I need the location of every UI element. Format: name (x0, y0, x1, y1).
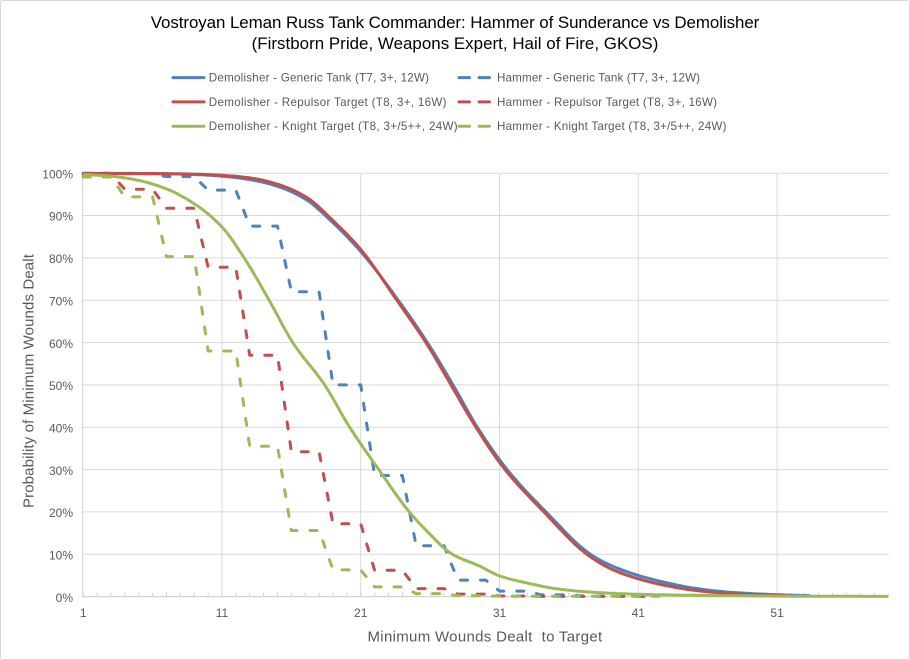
svg-text:30%: 30% (49, 464, 73, 478)
svg-text:Probability of Minimum Wounds: Probability of Minimum Wounds Dealt (21, 253, 38, 508)
svg-text:31: 31 (493, 606, 507, 620)
svg-text:40%: 40% (49, 421, 73, 435)
svg-text:50%: 50% (49, 379, 73, 393)
svg-text:Vostroyan Leman Russ Tank Comm: Vostroyan Leman Russ Tank Commander: Ham… (151, 13, 760, 32)
svg-text:70%: 70% (49, 294, 73, 308)
svg-text:Minimum Wounds Dealt to Targe: Minimum Wounds Dealt to Target (368, 629, 604, 646)
svg-text:90%: 90% (49, 210, 73, 224)
svg-text:10%: 10% (49, 549, 73, 563)
svg-text:80%: 80% (49, 252, 73, 266)
svg-text:20%: 20% (49, 506, 73, 520)
svg-text:100%: 100% (42, 167, 73, 181)
svg-text:11: 11 (216, 606, 229, 620)
svg-text:Demolisher - Generic Tank (T7,: Demolisher - Generic Tank (T7, 3+, 12W) (209, 72, 429, 85)
svg-text:1: 1 (80, 606, 87, 620)
svg-text:(Firstborn Pride, Weapons Expe: (Firstborn Pride, Weapons Expert, Hail o… (252, 34, 659, 53)
svg-text:Hammer - Knight Target (T8, 3+: Hammer - Knight Target (T8, 3+/5++, 24W) (497, 120, 727, 133)
svg-text:0%: 0% (56, 591, 74, 605)
svg-text:51: 51 (770, 606, 784, 620)
svg-text:Hammer - Generic Tank (T7, 3+,: Hammer - Generic Tank (T7, 3+, 12W) (497, 72, 700, 85)
svg-text:41: 41 (632, 606, 646, 620)
svg-text:Demolisher - Knight Target (T8: Demolisher - Knight Target (T8, 3+/5++, … (209, 120, 458, 133)
svg-text:60%: 60% (49, 337, 73, 351)
svg-text:21: 21 (354, 606, 368, 620)
svg-text:Demolisher - Repulsor Target (: Demolisher - Repulsor Target (T8, 3+, 16… (209, 96, 447, 109)
svg-text:Hammer - Repulsor Target (T8,: Hammer - Repulsor Target (T8, 3+, 16W) (497, 96, 717, 109)
